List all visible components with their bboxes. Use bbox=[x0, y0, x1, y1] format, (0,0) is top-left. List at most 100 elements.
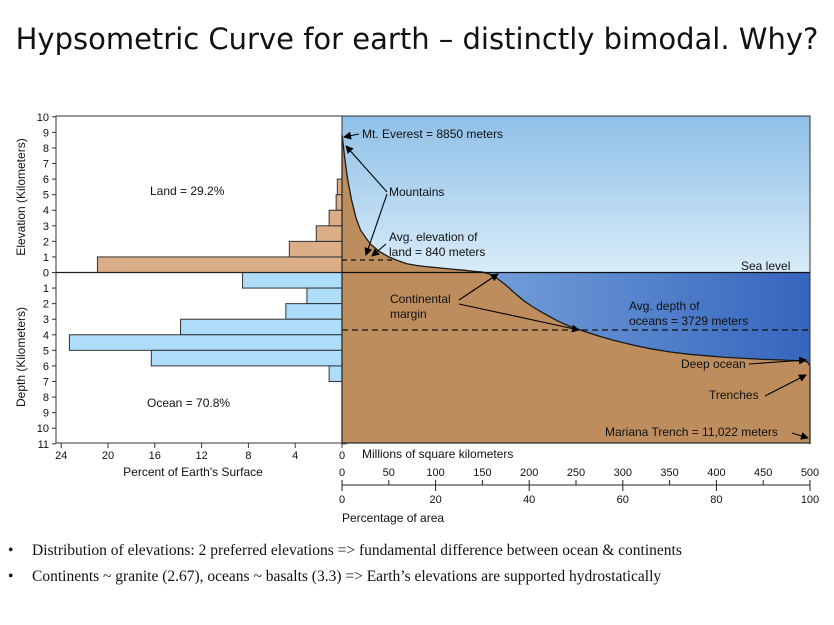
deep-ocean-arrow bbox=[748, 356, 807, 365]
land-bar bbox=[315, 225, 343, 242]
y-tick-label: 3 bbox=[43, 221, 49, 233]
y-tick-label: 0 bbox=[43, 268, 49, 280]
continental-margin-line1: Continental bbox=[390, 292, 451, 306]
y-tick-label: 3 bbox=[43, 314, 49, 326]
x-tick-label: 4 bbox=[292, 450, 298, 462]
y-tick-label: 5 bbox=[43, 190, 49, 202]
percent-tick-label: 40 bbox=[523, 494, 535, 506]
y-tick-label: 7 bbox=[43, 376, 49, 388]
histogram-x-ticks: 24 20 16 12 8 4 0 bbox=[55, 443, 345, 462]
area-tick-label: 300 bbox=[614, 467, 632, 479]
ocean-bar bbox=[285, 303, 343, 320]
everest-annotation: Mt. Everest = 8850 meters bbox=[362, 127, 503, 141]
area-tick-label: 150 bbox=[473, 467, 491, 479]
sky-region bbox=[342, 116, 810, 273]
percent-tick-label: 80 bbox=[710, 494, 722, 506]
area-tick-label: 350 bbox=[660, 467, 678, 479]
y-tick-label: 6 bbox=[43, 361, 49, 373]
y-tick-label: 2 bbox=[43, 299, 49, 311]
ocean-bar bbox=[328, 365, 343, 382]
everest-arrow bbox=[343, 131, 360, 140]
margin-arrow-slope bbox=[458, 303, 580, 333]
y-tick-label: 4 bbox=[43, 205, 49, 217]
x-tick-label: 8 bbox=[245, 450, 251, 462]
area-axis-caption: Millions of square kilometers bbox=[362, 447, 513, 461]
area-tick-label: 100 bbox=[426, 467, 444, 479]
area-tick-label: 200 bbox=[520, 467, 538, 479]
percent-tick-label: 0 bbox=[339, 494, 345, 506]
y-tick-label: 5 bbox=[43, 345, 49, 357]
mountains-arrow-peak bbox=[345, 145, 388, 193]
ocean-bar bbox=[242, 272, 343, 289]
trenches-arrow bbox=[764, 374, 807, 397]
mariana-annotation: Mariana Trench = 11,022 meters bbox=[605, 425, 778, 439]
ocean-bar bbox=[150, 349, 343, 367]
x-tick-label: 24 bbox=[55, 450, 67, 462]
y-tick-label: 1 bbox=[43, 252, 49, 264]
land-bar bbox=[96, 256, 343, 273]
ocean-bar bbox=[180, 318, 343, 336]
y-tick-label: 10 bbox=[37, 112, 49, 124]
margin-arrow-shelf bbox=[458, 273, 499, 301]
land-legend-label: Land = 29.2% bbox=[150, 184, 225, 198]
x-tick-label: 20 bbox=[102, 450, 114, 462]
mariana-arrow bbox=[791, 432, 809, 440]
avg-ocean-annotation-line1: Avg. depth of bbox=[629, 299, 700, 313]
area-tick-label: 500 bbox=[801, 467, 819, 479]
hypsometric-curve-panel: Mt. Everest = 8850 meters Mountains Avg.… bbox=[339, 115, 819, 525]
annotation-arrows bbox=[343, 131, 809, 440]
y-tick-label: 8 bbox=[43, 143, 49, 155]
y-tick-label: 9 bbox=[43, 127, 49, 139]
y-tick-label: 7 bbox=[43, 159, 49, 171]
y-tick-label: 10 bbox=[37, 423, 49, 435]
y-tick-label: 8 bbox=[43, 392, 49, 404]
percent-tick-label: 100 bbox=[801, 494, 819, 506]
mountains-arrow-slope bbox=[364, 193, 388, 256]
avg-land-annotation-line2: land = 840 meters bbox=[389, 245, 485, 259]
bullet-item: Distribution of elevations: 2 preferred … bbox=[8, 540, 834, 566]
y-tick-label: 2 bbox=[43, 236, 49, 248]
area-tick-label: 50 bbox=[383, 467, 395, 479]
depth-axis-label: Depth (Kilometers) bbox=[14, 307, 28, 407]
avg-land-annotation-line1: Avg. elevation of bbox=[389, 230, 478, 244]
y-tick-label: 1 bbox=[43, 283, 49, 295]
continental-margin-line2: margin bbox=[390, 307, 427, 321]
land-bar bbox=[335, 194, 343, 211]
area-tick-label: 250 bbox=[567, 467, 585, 479]
avg-land-arrow bbox=[371, 243, 387, 257]
percent-axis-label: Percentage of area bbox=[342, 511, 444, 525]
bullet-item: Continents ~ granite (2.67), oceans ~ ba… bbox=[8, 566, 834, 592]
bullet-list: Distribution of elevations: 2 preferred … bbox=[8, 540, 834, 592]
x-tick-label: 16 bbox=[149, 450, 161, 462]
avg-ocean-annotation-line2: oceans = 3729 meters bbox=[629, 314, 748, 328]
sea-level-label: Sea level bbox=[741, 259, 790, 273]
curve-frame bbox=[341, 115, 811, 444]
y-tick-label: 6 bbox=[43, 174, 49, 186]
area-axis: 0 50 100 150 200 250 300 350 400 450 500 bbox=[339, 467, 819, 486]
x-tick-label: 0 bbox=[339, 450, 345, 462]
slide-title: Hypsometric Curve for earth – distinctly… bbox=[15, 22, 819, 56]
trenches-annotation: Trenches bbox=[709, 388, 759, 402]
area-tick-label: 400 bbox=[707, 467, 725, 479]
percent-tick-label: 20 bbox=[429, 494, 441, 506]
ocean-bar bbox=[68, 334, 343, 351]
y-tick-label: 9 bbox=[43, 408, 49, 420]
y-tick-label: 4 bbox=[43, 330, 49, 342]
percent-axis: 0 20 40 60 80 100 bbox=[339, 485, 819, 506]
ocean-bar bbox=[306, 287, 343, 305]
elevation-axis-label: Elevation (Kilometers) bbox=[14, 138, 28, 255]
x-tick-label: 12 bbox=[195, 450, 207, 462]
annotations: Mt. Everest = 8850 meters Mountains Avg.… bbox=[362, 127, 790, 439]
land-bar bbox=[288, 240, 343, 258]
percent-tick-label: 60 bbox=[617, 494, 629, 506]
area-tick-label: 450 bbox=[754, 467, 772, 479]
ocean-legend-label: Ocean = 70.8% bbox=[147, 396, 230, 410]
land-bar bbox=[336, 178, 343, 196]
land-bar bbox=[328, 209, 343, 227]
mountains-annotation: Mountains bbox=[389, 185, 444, 199]
y-tick-label: 11 bbox=[38, 439, 49, 451]
area-tick-label: 0 bbox=[339, 467, 345, 479]
